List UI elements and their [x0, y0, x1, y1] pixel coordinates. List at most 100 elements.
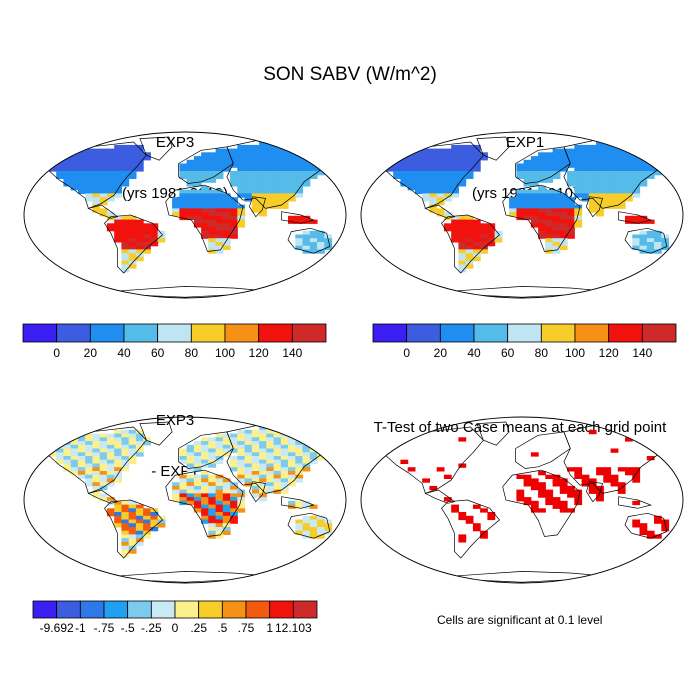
map-cell — [280, 467, 289, 472]
map-cell — [538, 197, 546, 202]
map-cell — [295, 444, 304, 450]
map-cell — [309, 456, 318, 461]
coastline-greenland — [139, 136, 173, 161]
map-cell — [617, 167, 626, 172]
map-cell — [70, 186, 79, 191]
map-cell — [552, 238, 561, 243]
map-cell — [545, 219, 554, 224]
map-cell — [596, 163, 604, 168]
map-cell — [567, 508, 575, 513]
map-cell — [208, 249, 217, 254]
map-cell — [179, 212, 188, 217]
map-cell — [288, 152, 296, 157]
map-cell — [480, 227, 488, 232]
map-cell — [114, 215, 122, 221]
map-cell — [128, 538, 137, 543]
map-cell — [552, 156, 561, 161]
map-cell — [230, 174, 238, 179]
map-cell — [266, 485, 275, 491]
map-cell — [480, 230, 488, 236]
map-cell — [259, 463, 267, 468]
map-cell — [567, 467, 575, 472]
map-cell — [208, 515, 217, 521]
map-cell — [128, 512, 137, 517]
map-cell — [545, 249, 554, 254]
map-cell — [208, 245, 217, 250]
map-cell — [581, 189, 590, 194]
map-cell — [128, 230, 137, 236]
map-cell — [436, 163, 445, 168]
map-cell — [266, 200, 275, 206]
map-cell — [215, 242, 224, 247]
map-cell — [222, 448, 231, 453]
map-cell — [222, 527, 231, 532]
map-cell — [106, 197, 115, 202]
map-cell — [208, 534, 217, 539]
map-cell — [317, 245, 325, 250]
map-cell — [201, 497, 209, 502]
colorbar-tick-label: 1 — [266, 621, 273, 635]
map-cell — [596, 200, 604, 206]
map-cell — [538, 230, 546, 236]
map-cell — [237, 223, 246, 228]
map-cell — [99, 178, 108, 183]
map-cell — [523, 193, 532, 198]
map-cell — [63, 171, 72, 176]
map-cell — [128, 530, 137, 535]
map-cell — [632, 171, 641, 176]
map-cell — [193, 489, 202, 494]
map-cell — [230, 200, 238, 206]
map-cell — [222, 482, 231, 487]
map-cell — [208, 519, 217, 524]
map-cell — [646, 230, 655, 236]
map-cell — [266, 471, 275, 476]
map-cell — [215, 223, 224, 228]
map-cell — [121, 152, 130, 157]
map-cell — [106, 441, 115, 446]
map-cell — [487, 515, 496, 521]
map-cell — [222, 493, 231, 498]
map-cell — [302, 444, 311, 450]
map-cell — [574, 152, 583, 157]
map-cell — [545, 159, 554, 165]
map-border — [360, 131, 684, 299]
map-cell — [244, 178, 253, 183]
map-cell — [414, 186, 423, 191]
map-cell — [121, 144, 130, 150]
map-cell — [538, 485, 546, 491]
map-cell — [128, 441, 137, 446]
map-cell — [237, 474, 246, 479]
map-cell — [99, 182, 108, 187]
map-cell — [114, 234, 122, 239]
map-cell — [472, 230, 481, 236]
map-cell — [99, 152, 108, 157]
map-cell — [400, 159, 409, 165]
map-cell — [538, 212, 546, 217]
map-panel-3-field — [49, 426, 340, 558]
map-cell — [106, 178, 115, 183]
map-cell — [128, 549, 137, 554]
map-cell — [208, 452, 217, 457]
map-cell — [208, 504, 217, 509]
map-cell — [186, 478, 195, 483]
map-cell — [309, 167, 318, 172]
map-cell — [266, 148, 275, 153]
map-cell — [143, 223, 151, 228]
map-cell — [639, 238, 648, 243]
map-cell — [588, 156, 597, 161]
map-cell — [208, 215, 217, 221]
map-cell — [516, 212, 525, 217]
map-cell — [208, 512, 217, 517]
map-cell — [465, 256, 474, 262]
colorbar-tick-label: .75 — [237, 621, 255, 635]
map-cell — [309, 234, 318, 239]
map-cell — [443, 159, 452, 165]
map-cell — [552, 212, 561, 217]
colorbar-box — [22, 323, 58, 343]
map-cell — [302, 178, 311, 183]
map-cell — [273, 478, 282, 483]
map-cell — [114, 508, 122, 513]
map-cell — [302, 242, 311, 247]
map-cell — [186, 212, 195, 217]
colorbar-tick-label: 20 — [83, 346, 98, 360]
